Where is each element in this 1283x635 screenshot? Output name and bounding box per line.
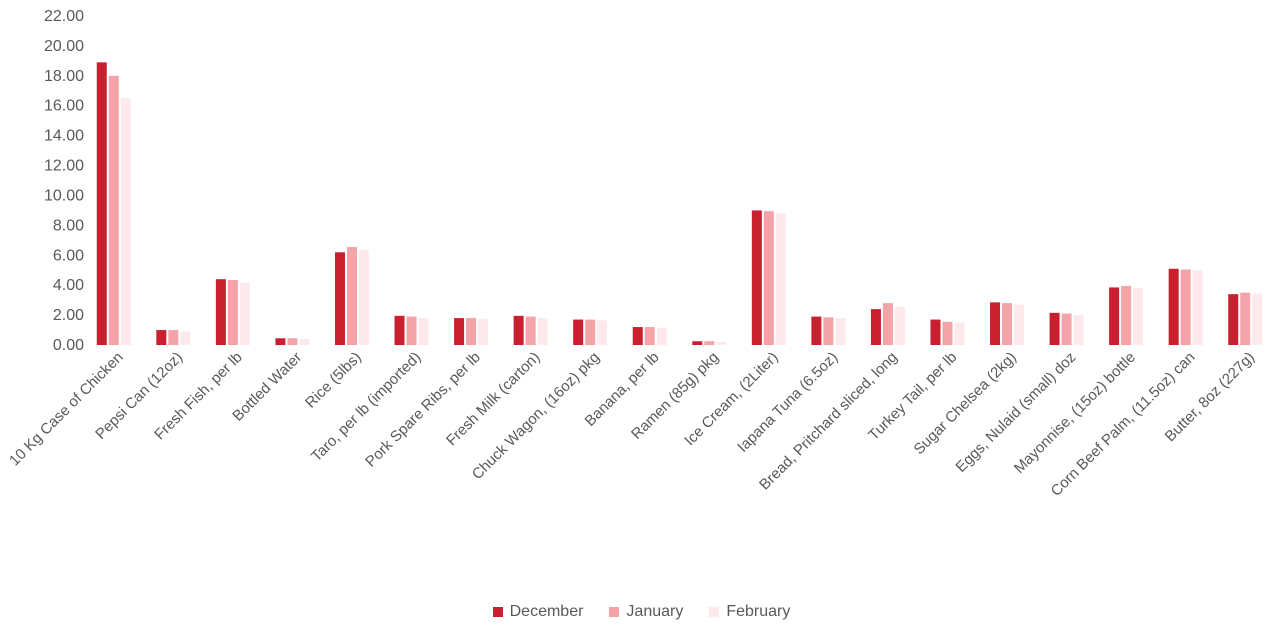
x-tick-label: Sugar Chelsea (2kg) xyxy=(911,349,1020,458)
legend-swatch xyxy=(709,607,720,617)
bar-february xyxy=(358,250,369,345)
bar-december xyxy=(692,341,703,345)
bar-december xyxy=(394,315,405,345)
bar-january xyxy=(1180,269,1191,345)
bar-december xyxy=(1109,287,1120,345)
y-tick-label: 10.00 xyxy=(44,187,84,204)
legend-label: December xyxy=(509,603,584,620)
bar-february xyxy=(716,342,727,345)
legend-item-february: February xyxy=(709,603,790,621)
bar-december xyxy=(215,279,226,345)
y-tick-label: 18.00 xyxy=(44,68,84,85)
bar-january xyxy=(585,319,596,345)
y-tick-label: 2.00 xyxy=(53,307,84,324)
bar-december xyxy=(573,319,584,345)
y-tick-label: 6.00 xyxy=(53,247,84,264)
legend-label: January xyxy=(626,603,684,620)
bar-december xyxy=(334,252,345,345)
y-tick-label: 8.00 xyxy=(53,217,84,234)
bar-january xyxy=(525,316,536,345)
bar-december xyxy=(1228,294,1239,345)
bar-january xyxy=(406,316,417,345)
bar-december xyxy=(1049,312,1060,345)
bar-january xyxy=(466,318,477,345)
x-tick-label: 10 Kg Case of Chicken xyxy=(6,349,127,470)
y-tick-label: 4.00 xyxy=(53,277,84,294)
bar-january xyxy=(168,330,179,345)
x-tick-label: Mayonnise, (15oz) bottle xyxy=(1011,349,1139,477)
bar-february xyxy=(239,282,250,345)
legend-swatch xyxy=(492,607,503,617)
legend-label: February xyxy=(726,603,791,620)
bar-february xyxy=(180,331,191,345)
bar-december xyxy=(454,318,465,345)
bar-january xyxy=(346,247,357,345)
bars xyxy=(96,62,1263,346)
y-tick-label: 12.00 xyxy=(44,158,84,175)
bar-february xyxy=(1252,293,1263,345)
bar-december xyxy=(96,62,107,345)
bar-january xyxy=(704,341,715,345)
bar-december xyxy=(513,315,524,345)
bar-february xyxy=(894,306,905,345)
bar-february xyxy=(1014,304,1025,345)
y-tick-label: 0.00 xyxy=(53,337,84,354)
bar-february xyxy=(1073,315,1084,345)
bar-january xyxy=(882,303,893,345)
x-tick-label: Iapana Tuna (6.5oz) xyxy=(734,349,841,456)
bar-december xyxy=(275,338,286,345)
legend-item-december: December xyxy=(492,603,584,621)
y-tick-label: 16.00 xyxy=(44,98,84,115)
bar-february xyxy=(656,327,667,345)
bar-december xyxy=(156,330,167,345)
bar-january xyxy=(108,75,119,346)
bar-february xyxy=(597,320,608,345)
bar-january xyxy=(644,327,655,345)
bar-december xyxy=(632,327,643,345)
bar-december xyxy=(1168,268,1179,345)
bar-february xyxy=(120,98,131,345)
y-tick-label: 22.00 xyxy=(44,8,84,25)
bar-december xyxy=(990,302,1001,345)
bar-february xyxy=(1192,270,1203,345)
bar-january xyxy=(823,317,834,345)
bar-january xyxy=(1121,285,1132,345)
bar-january xyxy=(1061,313,1072,345)
bar-january xyxy=(763,211,774,345)
y-tick-label: 20.00 xyxy=(44,38,84,55)
bar-january xyxy=(942,321,953,345)
bar-december xyxy=(870,309,881,345)
legend-swatch xyxy=(609,607,620,617)
bar-january xyxy=(1002,303,1013,345)
x-tick-label: Taro, per lb (imported) xyxy=(308,349,424,465)
bar-february xyxy=(775,213,786,345)
bar-february xyxy=(478,318,489,345)
bar-february xyxy=(1133,288,1144,345)
bar-february xyxy=(418,318,429,345)
bar-december xyxy=(930,319,941,345)
bar-january xyxy=(227,279,238,345)
x-tick-label: Rice (5lbs) xyxy=(302,349,365,412)
x-tick-label: Eggs, Nulaid (small) doz xyxy=(952,349,1079,476)
y-axis: 0.00 2.00 4.00 6.00 8.00 10.00 12.00 14.00 16.00… xyxy=(44,8,84,354)
legend-item-january: January xyxy=(609,603,683,621)
bar-january xyxy=(1240,292,1251,345)
bar-february xyxy=(835,318,846,345)
bar-december xyxy=(751,210,762,345)
bar-february xyxy=(954,322,965,345)
legend: December January February xyxy=(0,603,1283,621)
x-tick-label: Pork Spare Ribs, per lb xyxy=(362,349,484,471)
bar-december xyxy=(811,316,822,345)
bar-february xyxy=(299,339,310,345)
y-tick-label: 14.00 xyxy=(44,128,84,145)
bar-january xyxy=(287,338,298,345)
bar-february xyxy=(537,318,548,345)
